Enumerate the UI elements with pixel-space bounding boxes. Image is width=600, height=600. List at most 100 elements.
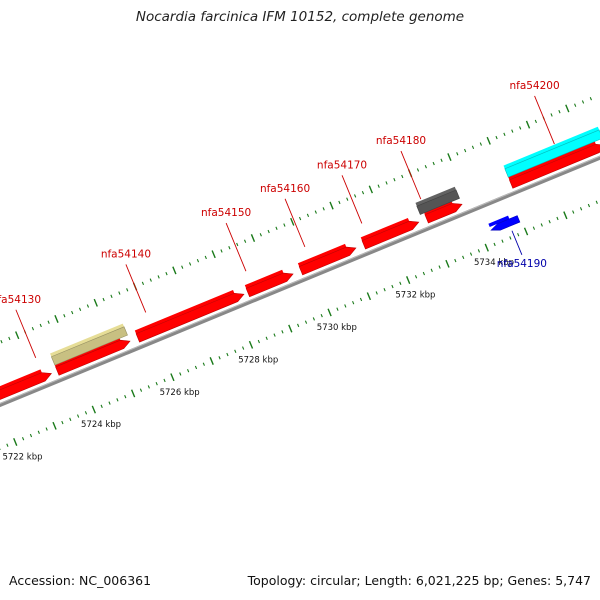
- feature-o3: [504, 129, 600, 178]
- outer-tick-9: [8, 336, 11, 341]
- inner-tick-36: [257, 339, 260, 344]
- outer-tick-75: [525, 120, 531, 129]
- backbone-line: [0, 155, 600, 408]
- outer-tick-35: [211, 250, 216, 259]
- inner-tick-45: [327, 308, 332, 317]
- feature-f8: [509, 143, 600, 189]
- inner-tick-75: [563, 211, 568, 220]
- backbone: [0, 155, 600, 408]
- inner-tick-63: [469, 252, 473, 256]
- outer-tick-50: [329, 201, 334, 210]
- gene-label-nfa54140: nfa54140: [101, 248, 151, 260]
- outer-tick-30: [172, 266, 177, 275]
- inner-tick-32: [226, 352, 229, 357]
- outer-tick-23: [118, 291, 121, 295]
- outer-tick-22: [110, 294, 113, 299]
- outer-tick-20: [93, 298, 98, 307]
- inner-tick-39: [281, 330, 284, 334]
- leader-line-5: [400, 150, 422, 200]
- inner-tick-10: [52, 421, 57, 430]
- outer-tick-21: [102, 297, 105, 302]
- inner-tick-65: [484, 243, 489, 252]
- inner-tick-72: [540, 223, 543, 227]
- scale-label-5728: 5728 kbp: [238, 355, 278, 365]
- scale-label-5730: 5730 kbp: [317, 323, 357, 333]
- outer-tick-36: [220, 249, 223, 253]
- outer-tick-65: [447, 153, 452, 161]
- outer-tick-12: [31, 327, 35, 331]
- outer-tick-8: [0, 339, 3, 344]
- inner-tick-30: [209, 357, 214, 365]
- outer-tick-73: [511, 129, 514, 133]
- outer-tick-16: [63, 314, 66, 318]
- outer-tick-10: [15, 331, 20, 340]
- outer-tick-80: [565, 104, 570, 113]
- scale-label-5734: 5734 kbp: [474, 258, 514, 268]
- inner-tick-52: [383, 288, 386, 292]
- inner-tick-5: [13, 438, 18, 446]
- outer-tick-68: [471, 145, 475, 150]
- inner-tick-69: [517, 232, 520, 237]
- outer-tick-55: [368, 185, 374, 194]
- outer-tick-45: [290, 217, 295, 226]
- gene-label-nfa54130: nfa54130: [0, 294, 41, 306]
- inner-tick-4: [6, 443, 9, 447]
- outer-tick-79: [558, 109, 561, 114]
- outer-tick-39: [243, 239, 247, 243]
- inner-tick-46: [336, 307, 339, 311]
- gene-label-nfa54160: nfa54160: [260, 183, 310, 195]
- inner-tick-34: [242, 346, 245, 350]
- outer-tick-59: [401, 174, 404, 179]
- outer-tick-81: [574, 103, 577, 107]
- outer-tick-63: [432, 161, 435, 166]
- gene-label-nfa54150: nfa54150: [201, 207, 251, 219]
- outer-tick-18: [78, 307, 82, 311]
- inner-tick-71: [532, 226, 536, 230]
- leader-line-7: [511, 230, 523, 255]
- feature-f7: [424, 203, 463, 224]
- leader-line-4: [341, 175, 363, 224]
- feature-top-o1: [50, 323, 125, 357]
- inner-tick-9: [45, 427, 48, 431]
- inner-tick-50: [366, 292, 372, 301]
- outer-tick-61: [416, 168, 420, 172]
- feature-top-r1: [488, 215, 510, 227]
- inner-tick-76: [572, 210, 575, 214]
- leader-line-3: [284, 198, 306, 248]
- outer-tick-70: [486, 136, 491, 145]
- outer-tick-71: [495, 135, 498, 140]
- outer-tick-17: [71, 310, 74, 315]
- inner-tick-61: [454, 258, 457, 263]
- leader-line-2: [225, 222, 247, 272]
- inner-tick-51: [375, 291, 378, 295]
- inner-tick-60: [445, 259, 450, 268]
- outer-tick-ring: [0, 97, 592, 344]
- outer-tick-66: [456, 152, 459, 156]
- outer-tick-83: [589, 97, 592, 101]
- outer-tick-76: [534, 119, 537, 124]
- outer-tick-46: [298, 216, 302, 221]
- inner-tick-44: [320, 313, 323, 318]
- genome-summary-text: Topology: circular; Length: 6,021,225 bp…: [247, 573, 591, 588]
- inner-tick-53: [391, 284, 394, 289]
- inner-tick-16: [100, 404, 103, 409]
- outer-tick-19: [86, 304, 90, 308]
- feature-f4: [245, 272, 294, 298]
- outer-tick-42: [267, 229, 270, 234]
- inner-tick-43: [312, 317, 315, 321]
- feature-top-f3: [134, 290, 235, 334]
- inner-tick-35: [248, 340, 254, 349]
- inner-tick-41: [297, 323, 300, 328]
- inner-tick-58: [430, 268, 433, 272]
- inner-tick-13: [76, 414, 80, 418]
- gene-label-layer: nfa54130 nfa54140 nfa54150 nfa54160 nfa54170…: [0, 80, 560, 359]
- leader-line-1: [125, 264, 147, 313]
- inner-tick-79: [595, 200, 598, 204]
- outer-tick-51: [338, 200, 341, 205]
- outer-tick-37: [228, 246, 231, 250]
- outer-tick-52: [346, 197, 349, 201]
- outer-tick-67: [464, 148, 467, 153]
- outer-tick-29: [165, 271, 168, 276]
- feature-track: [0, 126, 600, 400]
- feature-o2: [416, 189, 460, 215]
